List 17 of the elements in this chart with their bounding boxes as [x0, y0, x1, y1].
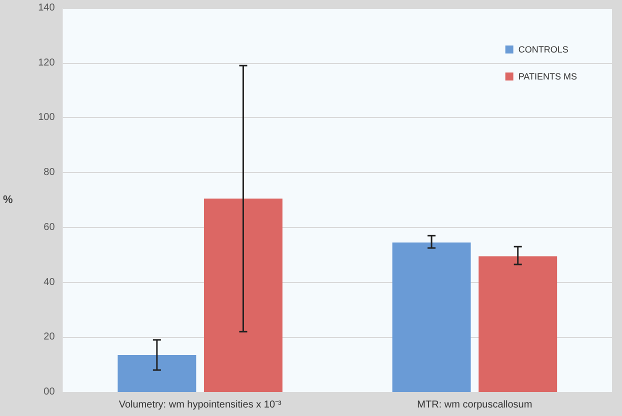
y-tick-label: 120	[38, 57, 56, 68]
bar	[478, 256, 558, 392]
legend-label: CONTROLS	[518, 44, 568, 54]
bar	[118, 354, 196, 392]
y-tick-label: 60	[44, 222, 56, 233]
y-tick-label: 00	[44, 386, 56, 398]
bar	[392, 242, 471, 392]
x-tick-label: Volumetry: wm hypointensities x 10⁻³	[118, 400, 282, 410]
y-tick-label: 140	[38, 2, 56, 14]
y-tick-label: 100	[38, 112, 56, 124]
y-tick-label: 80	[44, 167, 56, 178]
legend-label: PATIENTS MS	[518, 72, 577, 82]
bar	[204, 198, 282, 392]
y-tick-label: 20	[44, 332, 56, 343]
y-axis-title: %	[3, 194, 13, 206]
y-tick-label: 40	[44, 276, 56, 288]
x-tick-label: MTR: wm corpuscallosum	[417, 400, 532, 410]
